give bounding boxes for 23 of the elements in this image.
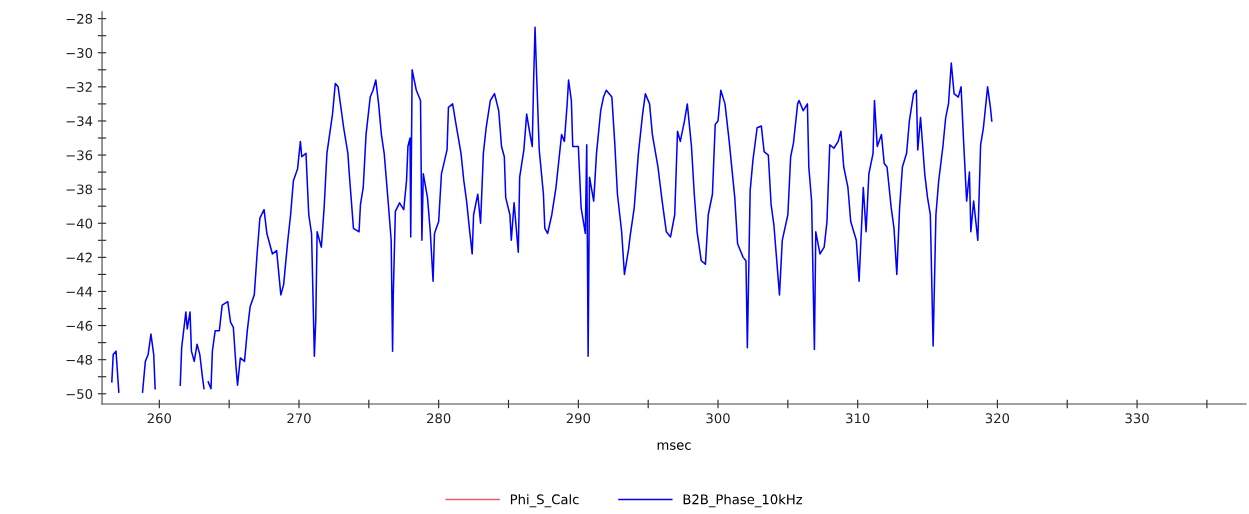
y-tick-label: −32	[66, 82, 92, 93]
y-tick-label: −44	[66, 286, 93, 297]
y-tick-label: −50	[66, 388, 93, 399]
x-tick-label: 280	[427, 413, 451, 424]
legend-label: Phi_S_Calc	[510, 494, 579, 508]
legend-label: B2B_Phase_10kHz	[683, 494, 803, 508]
y-tick-label: −42	[66, 252, 92, 263]
x-axis-title: msec	[657, 442, 691, 450]
y-tick-label: −46	[66, 320, 93, 331]
x-tick-label: 270	[287, 413, 311, 424]
x-tick-label: 260	[147, 413, 172, 424]
x-tick-label: 330	[1125, 413, 1149, 424]
y-tick-label: −30	[66, 47, 93, 58]
x-tick-label: 320	[985, 413, 1010, 424]
y-tick-label: −28	[66, 13, 93, 24]
y-tick-label: −36	[66, 150, 93, 161]
y-tick-label: −38	[66, 184, 93, 195]
y-tick-label: −48	[66, 354, 93, 365]
x-tick-label: 290	[566, 413, 591, 424]
y-tick-label: −40	[66, 218, 93, 229]
x-tick-label: 300	[706, 413, 730, 424]
y-tick-label: −34	[66, 116, 93, 127]
x-tick-label: 310	[846, 413, 870, 424]
